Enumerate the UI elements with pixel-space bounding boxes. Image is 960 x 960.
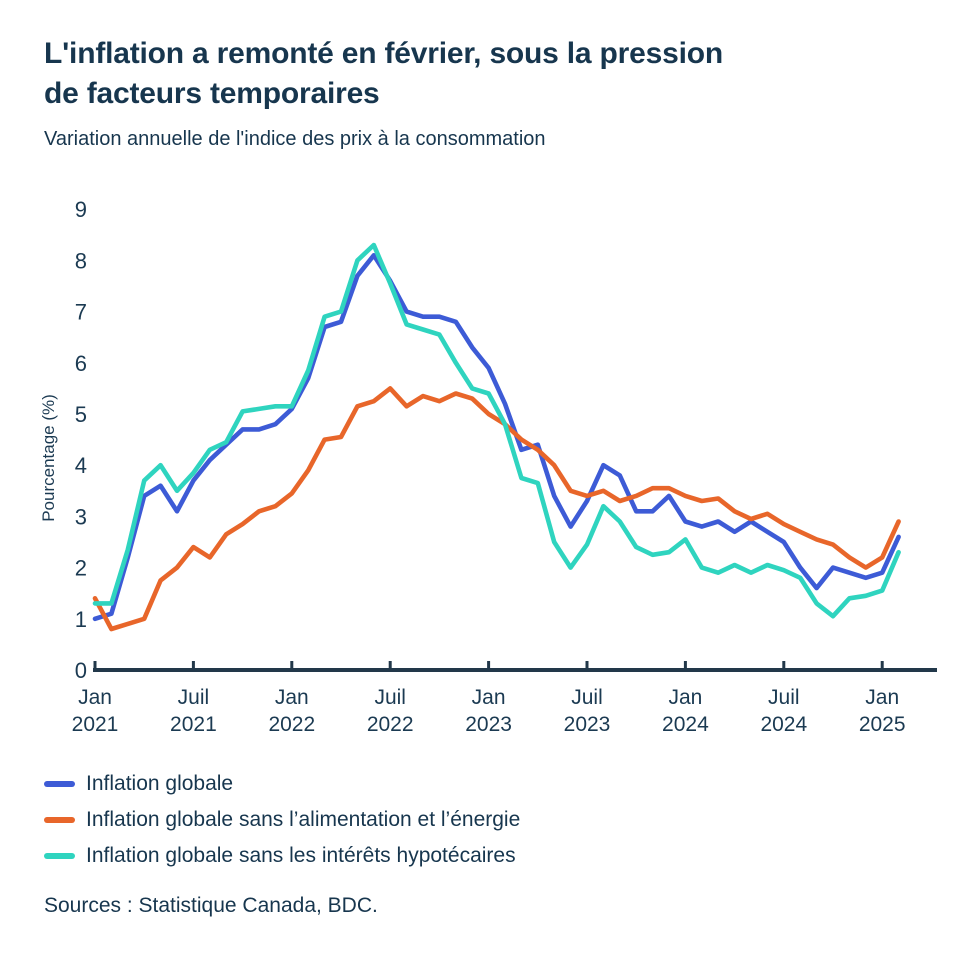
chart-subtitle: Variation annuelle de l'indice des prix … <box>44 128 546 150</box>
x-axis-tick-month: Jan <box>78 686 112 709</box>
page-title: L'inflation a remonté en février, sous l… <box>44 34 874 114</box>
series-line-inflation-sans-alimentation-energie <box>92 386 901 632</box>
y-axis-tick-label: 6 <box>75 351 87 376</box>
legend-swatch-teal <box>44 853 75 859</box>
title-line-1: L'inflation a remonté en février, sous l… <box>44 37 723 70</box>
x-axis-tick-year: 2021 <box>170 713 217 736</box>
x-axis-tick-month: Jan <box>275 686 309 709</box>
x-axis-tick-month: Jan <box>865 686 899 709</box>
x-axis-tick-month: Juil <box>374 686 406 709</box>
x-axis-tick-month: Jan <box>668 686 702 709</box>
x-axis-tick-year: 2024 <box>662 713 709 736</box>
y-axis-tick-label: 9 <box>75 197 87 222</box>
chart-legend: Inflation globale Inflation globale sans… <box>44 766 520 874</box>
x-axis-tick-year: 2025 <box>859 713 906 736</box>
y-axis-tick-label: 2 <box>75 556 87 581</box>
y-axis-tick-label: 8 <box>75 248 87 273</box>
series-line-inflation-sans-interets-hypotecaires <box>92 242 901 619</box>
legend-label: Inflation globale <box>86 772 234 795</box>
series-line-inflation-globale <box>92 253 901 622</box>
x-axis-tick-month: Juil <box>571 686 603 709</box>
source-note: Sources : Statistique Canada, BDC. <box>44 894 378 917</box>
x-axis-tick-year: 2022 <box>268 713 315 736</box>
legend-label: Inflation globale sans les intérêts hypo… <box>86 844 516 867</box>
y-axis-tick-label: 1 <box>75 607 87 632</box>
x-axis-tick-month: Juil <box>768 686 800 709</box>
y-axis-title: Pourcentage (%) <box>39 394 58 522</box>
x-axis-tick-year: 2021 <box>72 713 119 736</box>
y-axis-tick-label: 7 <box>75 300 87 325</box>
legend-item-sans-alimentation-energie: Inflation globale sans l’alimentation et… <box>44 802 520 838</box>
y-axis-tick-label: 5 <box>75 402 87 427</box>
legend-item-sans-interets-hypotecaires: Inflation globale sans les intérêts hypo… <box>44 838 520 874</box>
x-axis-tick-year: 2023 <box>465 713 512 736</box>
x-axis-tick-month: Juil <box>178 686 210 709</box>
y-axis-tick-label: 3 <box>75 504 87 529</box>
legend-swatch-blue <box>44 781 75 787</box>
legend-item-inflation-globale: Inflation globale <box>44 766 520 802</box>
x-axis-tick-year: 2023 <box>564 713 611 736</box>
x-axis-tick-year: 2024 <box>760 713 807 736</box>
legend-label: Inflation globale sans l’alimentation et… <box>86 808 521 831</box>
title-line-2: de facteurs temporaires <box>44 77 380 110</box>
x-axis-tick-year: 2022 <box>367 713 414 736</box>
y-axis-tick-label: 4 <box>75 453 87 478</box>
x-axis-tick-month: Jan <box>472 686 506 709</box>
y-axis-tick-label: 0 <box>75 658 87 683</box>
legend-swatch-orange <box>44 817 75 823</box>
